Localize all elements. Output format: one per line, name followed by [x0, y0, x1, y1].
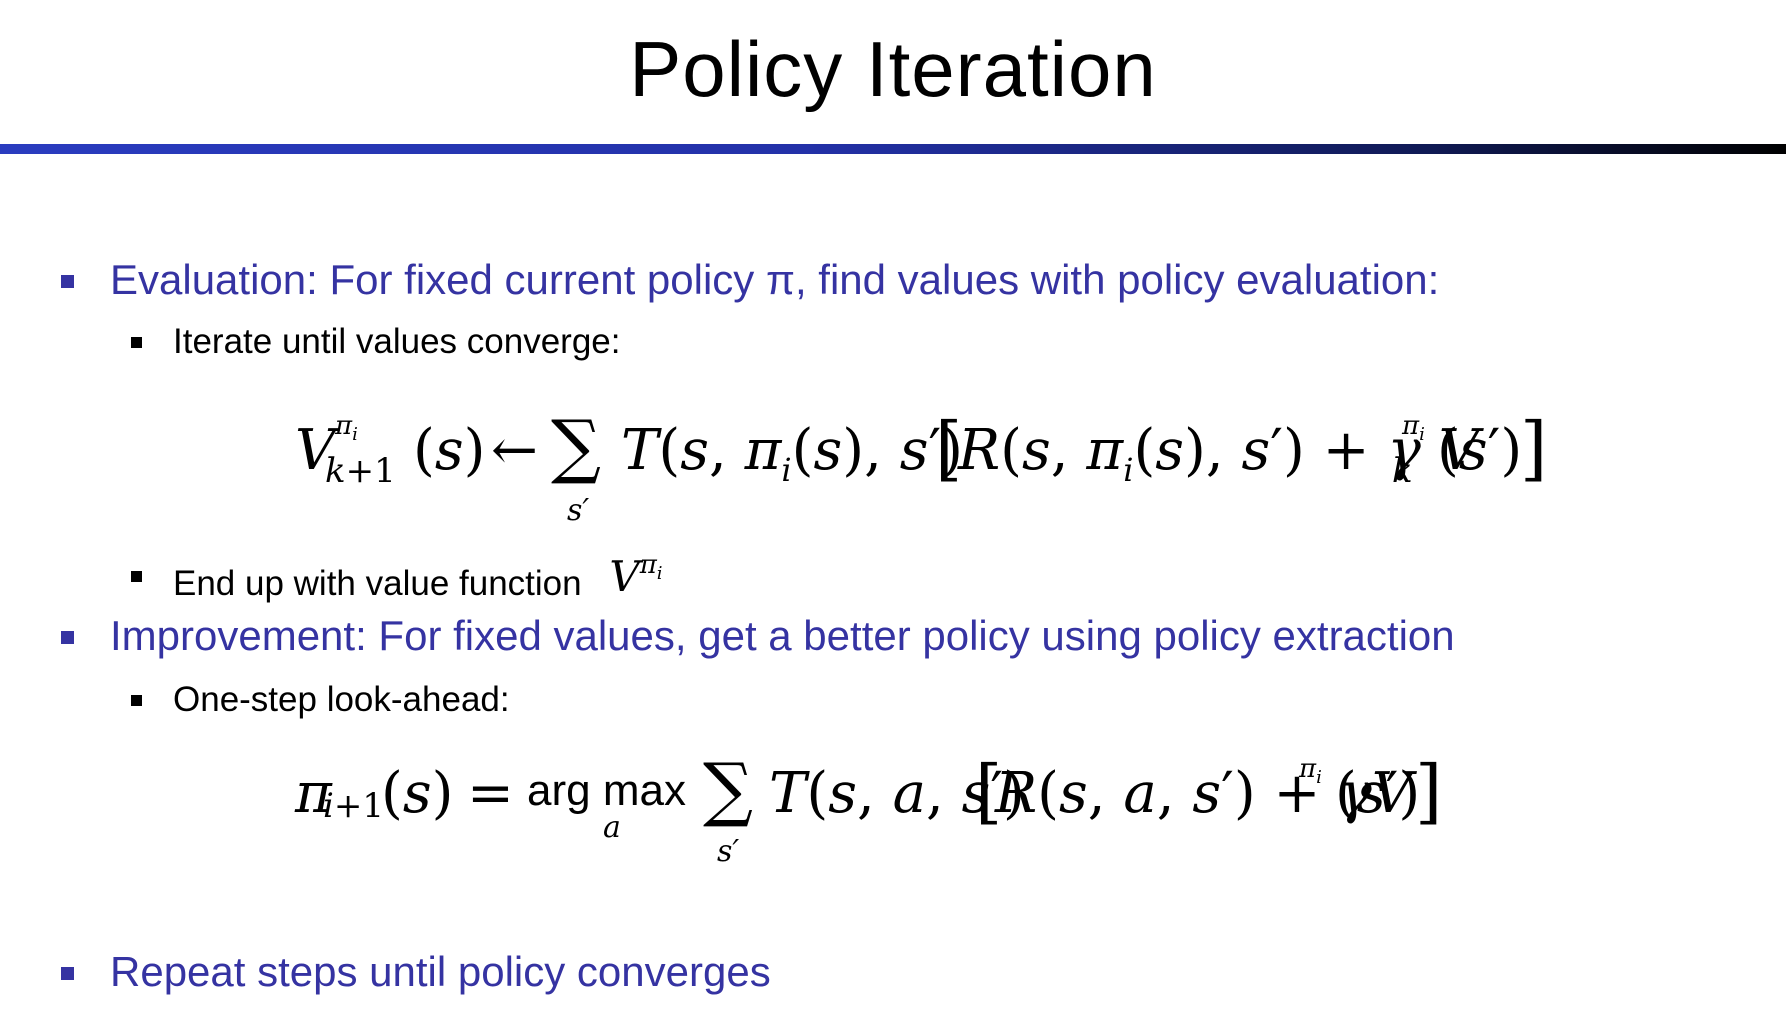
- slide-title: Policy Iteration: [629, 25, 1157, 113]
- bullet-evaluation-text: Evaluation: For fixed current policy π, …: [110, 256, 1440, 303]
- equation-extraction: π i+1 (s) = arg max a ∑ s′ T(s, a, s′) […: [295, 748, 1443, 869]
- bullet-square-icon: [61, 275, 74, 288]
- equation-value-function: Vπi: [609, 550, 663, 601]
- bullet-square-icon: [131, 337, 142, 348]
- equation-evaluation-update: V πi k+1 (s) ← ∑ s′ T(s, πi(s), s′) [ R(…: [295, 405, 1548, 528]
- title-divider: [0, 144, 1786, 154]
- bullet-one-step: One-step look-ahead:: [131, 680, 510, 720]
- bullet-repeat: Repeat steps until policy converges: [61, 948, 771, 996]
- bullet-improvement-text: Improvement: For fixed values, get a bet…: [110, 612, 1455, 659]
- bullet-improvement: Improvement: For fixed values, get a bet…: [61, 612, 1455, 660]
- bullet-square-icon: [61, 967, 74, 980]
- bullet-square-icon: [131, 571, 142, 582]
- bullet-one-step-text: One-step look-ahead:: [173, 680, 510, 719]
- bullet-evaluation: Evaluation: For fixed current policy π, …: [61, 256, 1440, 304]
- bullet-iterate-text: Iterate until values converge:: [173, 322, 621, 361]
- bullet-end-up-text: End up with value function: [173, 564, 582, 603]
- bullet-repeat-text: Repeat steps until policy converges: [110, 948, 771, 995]
- bullet-iterate: Iterate until values converge:: [131, 322, 621, 362]
- bullet-end-up: End up with value function Vπi: [131, 550, 663, 606]
- bullet-square-icon: [61, 631, 74, 644]
- bullet-square-icon: [131, 695, 142, 706]
